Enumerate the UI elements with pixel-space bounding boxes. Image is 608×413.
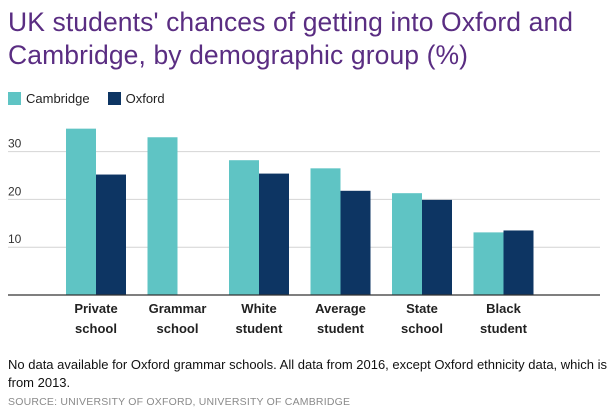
x-tick-label: student — [317, 321, 365, 336]
bar-cambridge — [392, 193, 422, 295]
x-tick-label: Grammar — [149, 301, 207, 316]
x-tick-label: student — [480, 321, 528, 336]
bar-oxford — [96, 174, 126, 295]
legend-item-oxford: Oxford — [107, 91, 165, 106]
legend-swatch-oxford — [107, 92, 121, 105]
y-tick-label: 10 — [8, 232, 22, 246]
bar-oxford — [422, 199, 452, 295]
x-tick-label: student — [236, 321, 284, 336]
chart-title: UK students' chances of getting into Oxf… — [8, 7, 574, 70]
x-tick-label: White — [241, 301, 276, 316]
x-tick-label: school — [157, 321, 199, 336]
bar-oxford — [259, 173, 289, 295]
bar-cambridge — [310, 168, 341, 295]
bar-oxford — [503, 230, 534, 295]
bar-chart: 10 20 30 Private school Grammar school White stu… — [8, 128, 600, 336]
legend-item-cambridge: Cambridge — [8, 91, 90, 106]
legend-label-cambridge: Cambridge — [26, 91, 90, 106]
bar-cambridge — [229, 160, 259, 295]
bar-cambridge — [66, 128, 96, 295]
y-tick-label: 20 — [8, 184, 22, 198]
y-tick-label: 30 — [8, 137, 22, 151]
bar-oxford — [340, 190, 371, 295]
legend-label-oxford: Oxford — [125, 91, 165, 106]
x-tick-label: school — [75, 321, 117, 336]
bar-cambridge — [147, 137, 178, 295]
x-tick-label: school — [401, 321, 443, 336]
x-tick-label: Private — [74, 301, 117, 316]
x-tick-label: Black — [486, 301, 521, 316]
bar-cambridge — [473, 232, 504, 295]
legend: Cambridge Oxford — [8, 91, 183, 106]
x-tick-label: State — [406, 301, 438, 316]
legend-swatch-cambridge — [8, 92, 21, 105]
chart-note: No data available for Oxford grammar sch… — [8, 357, 608, 390]
chart-source: SOURCE: UNIVERSITY OF OXFORD, UNIVERSITY… — [8, 396, 351, 408]
x-tick-label: Average — [315, 301, 366, 316]
